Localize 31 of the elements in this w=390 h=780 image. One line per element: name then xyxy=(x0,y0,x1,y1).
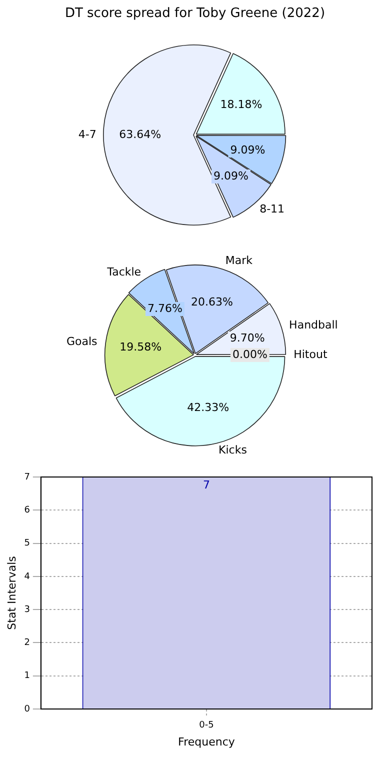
legend-label: Hitout xyxy=(294,348,328,361)
data-label: 9.09% xyxy=(214,169,248,182)
data-label: 7 xyxy=(202,478,210,492)
y-axis-title: Stat Intervals xyxy=(5,556,18,630)
y-tick-label: 2 xyxy=(24,638,30,648)
text: 0.00% xyxy=(232,348,268,361)
y-tick-label: 4 xyxy=(24,572,30,582)
data-label: 63.64% xyxy=(119,128,162,141)
y-tick-label: 7 xyxy=(24,472,30,482)
y-tick-label: 1 xyxy=(24,671,30,682)
slice-label: Kicks xyxy=(218,444,248,457)
x-axis-title: Frequency xyxy=(178,735,236,748)
data-label: 7.76% xyxy=(147,302,182,315)
slice-label: 8-11 xyxy=(260,202,285,216)
slice-label: 4-7 xyxy=(78,128,96,141)
slice-label: Handball xyxy=(289,318,338,332)
slice-label: Tackle xyxy=(106,265,142,278)
y-tick-label: 5 xyxy=(24,538,30,549)
data-label: 42.33% xyxy=(187,401,230,414)
y-tick-label: 6 xyxy=(24,505,30,516)
data-label: 20.63% xyxy=(190,296,233,309)
slice-label: Goals xyxy=(66,334,98,348)
data-label: 9.70% xyxy=(230,331,265,344)
x-tick-label: 0-5 xyxy=(199,720,214,731)
y-tick-label: 0 xyxy=(24,704,30,714)
slice-label: Mark xyxy=(225,254,254,268)
data-label: 19.58% xyxy=(120,340,162,354)
data-label: 18.18% xyxy=(220,98,262,112)
chart-title: DT score spread for Toby Greene (2022) xyxy=(64,5,326,23)
y-tick-label: 3 xyxy=(24,604,30,615)
data-label: 9.09% xyxy=(230,143,266,156)
